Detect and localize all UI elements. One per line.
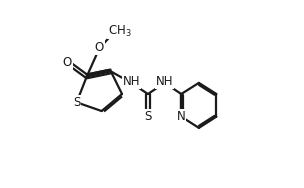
Text: N: N (177, 110, 186, 123)
Text: NH: NH (123, 75, 140, 89)
Text: O: O (95, 41, 104, 54)
Text: NH: NH (156, 75, 173, 89)
Text: S: S (73, 96, 80, 109)
Text: CH$_3$: CH$_3$ (108, 24, 131, 39)
Text: O: O (63, 56, 72, 69)
Text: S: S (144, 110, 152, 123)
